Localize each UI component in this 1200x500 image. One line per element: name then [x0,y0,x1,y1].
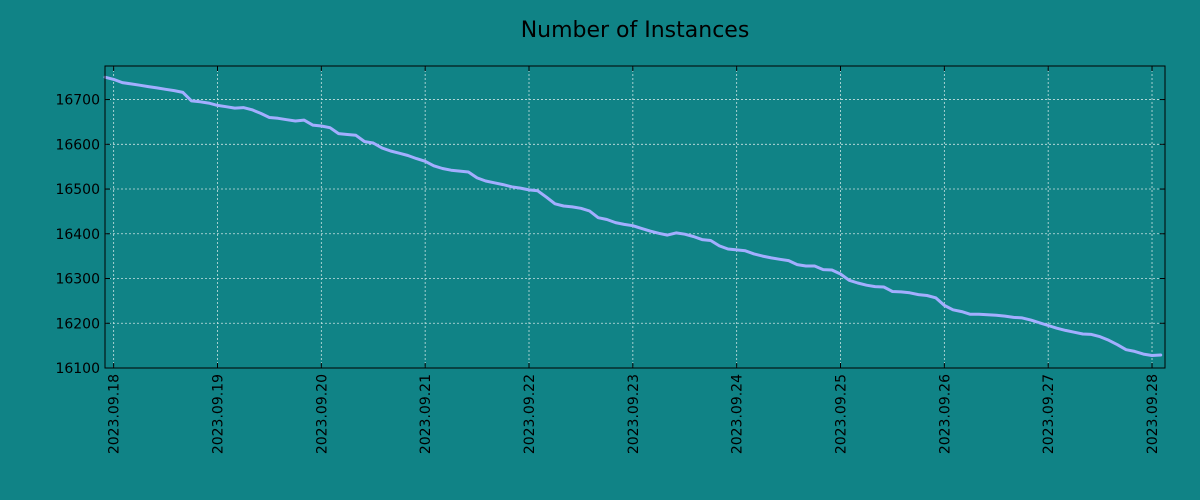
x-tick-label: 2023.09.26 [937,374,953,454]
x-axis-tick-labels: 2023.09.18 2023.09.19 2023.09.20 2023.09.21… [107,374,1161,454]
x-tick-label: 2023.09.22 [522,374,538,454]
x-tick-label: 2023.09.28 [1145,374,1161,454]
y-tick-label: 16500 [55,182,100,198]
series-line [103,75,1163,357]
x-tick-label: 2023.09.18 [107,374,123,454]
x-tick-label: 2023.09.25 [834,374,850,454]
axis-ticks [105,66,1165,369]
grid-lines [105,66,1165,369]
x-tick-label: 2023.09.21 [418,374,434,454]
x-tick-label: 2023.09.23 [626,374,642,454]
plot-frame [104,65,1166,369]
y-tick-label: 16300 [55,272,100,288]
x-tick-label: 2023.09.20 [314,374,330,454]
x-tick-label: 2023.09.19 [210,374,226,454]
chart-title: Number of Instances [521,18,750,43]
y-tick-label: 16600 [55,137,100,153]
series-line-group [103,75,1163,357]
y-tick-label: 16700 [55,93,100,109]
x-tick-label: 2023.09.24 [730,374,746,454]
y-axis-tick-labels: 16100 16200 16300 16400 16500 16600 16700 [55,93,100,377]
y-tick-label: 16100 [55,361,100,377]
y-tick-label: 16200 [55,316,100,332]
y-tick-label: 16400 [55,227,100,243]
x-tick-label: 2023.09.27 [1041,374,1057,454]
